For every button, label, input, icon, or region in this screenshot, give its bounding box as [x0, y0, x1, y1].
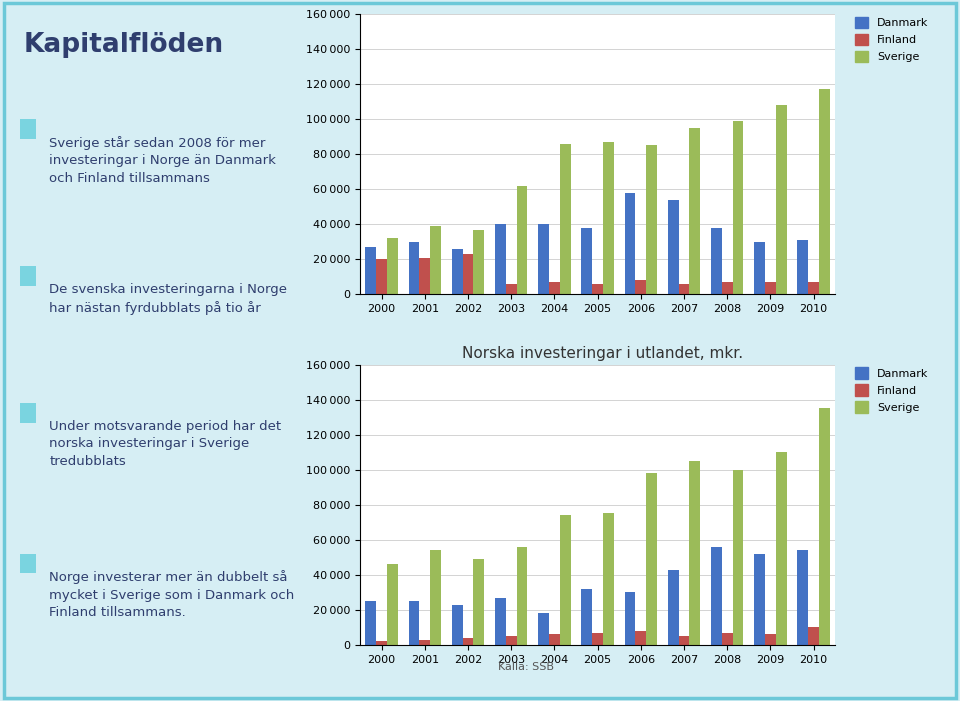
- Bar: [732, 121, 743, 294]
- Bar: [409, 601, 420, 645]
- Bar: [679, 284, 689, 294]
- Bar: [376, 259, 387, 294]
- Bar: [722, 282, 732, 294]
- Bar: [20, 266, 36, 286]
- Bar: [366, 601, 376, 645]
- Bar: [430, 550, 441, 645]
- Bar: [387, 238, 397, 294]
- Bar: [20, 403, 36, 423]
- Bar: [819, 89, 829, 294]
- Bar: [549, 634, 560, 645]
- Legend: Danmark, Finland, Sverige: Danmark, Finland, Sverige: [855, 367, 928, 413]
- Legend: Danmark, Finland, Sverige: Danmark, Finland, Sverige: [855, 17, 928, 62]
- Bar: [495, 597, 506, 645]
- Bar: [732, 470, 743, 645]
- Bar: [776, 105, 786, 294]
- Bar: [473, 230, 484, 294]
- Bar: [592, 632, 603, 645]
- Bar: [506, 284, 516, 294]
- Bar: [668, 200, 679, 294]
- Bar: [765, 282, 776, 294]
- Bar: [646, 473, 657, 645]
- Bar: [516, 186, 527, 294]
- Bar: [420, 639, 430, 645]
- Bar: [473, 559, 484, 645]
- Text: Norska investeringar i utlandet, mkr.: Norska investeringar i utlandet, mkr.: [462, 346, 743, 361]
- Bar: [808, 282, 819, 294]
- Bar: [430, 226, 441, 294]
- Bar: [463, 638, 473, 645]
- Bar: [668, 569, 679, 645]
- Bar: [560, 515, 570, 645]
- Text: Sverige står sedan 2008 för mer
investeringar i Norge än Danmark
och Finland til: Sverige står sedan 2008 för mer invester…: [49, 136, 276, 184]
- Bar: [387, 564, 397, 645]
- Bar: [409, 242, 420, 294]
- Bar: [625, 193, 636, 294]
- Bar: [20, 554, 36, 573]
- Bar: [366, 247, 376, 294]
- Bar: [506, 637, 516, 645]
- Bar: [495, 224, 506, 294]
- Bar: [776, 452, 786, 645]
- Bar: [755, 242, 765, 294]
- Bar: [755, 554, 765, 645]
- Bar: [689, 461, 700, 645]
- Bar: [603, 142, 613, 294]
- Bar: [798, 550, 808, 645]
- Bar: [603, 513, 613, 645]
- Text: Norge investerar mer än dubbelt så
mycket i Sverige som i Danmark och
Finland ti: Norge investerar mer än dubbelt så mycke…: [49, 571, 295, 619]
- Bar: [582, 228, 592, 294]
- Text: Källa: SSB: Källa: SSB: [498, 662, 554, 672]
- Bar: [539, 224, 549, 294]
- Text: Under motsvarande period har det
norska investeringar i Sverige
tredubblats: Under motsvarande period har det norska …: [49, 420, 281, 468]
- Bar: [636, 631, 646, 645]
- Bar: [20, 119, 36, 139]
- Text: De svenska investeringarna i Norge
har nästan fyrdubblats på tio år: De svenska investeringarna i Norge har n…: [49, 283, 287, 315]
- Bar: [798, 240, 808, 294]
- Bar: [516, 547, 527, 645]
- Bar: [636, 280, 646, 294]
- Bar: [808, 627, 819, 645]
- Bar: [646, 145, 657, 294]
- Bar: [420, 257, 430, 294]
- Bar: [452, 249, 463, 294]
- Bar: [679, 637, 689, 645]
- Bar: [819, 408, 829, 645]
- Bar: [549, 282, 560, 294]
- Bar: [582, 589, 592, 645]
- Bar: [711, 228, 722, 294]
- Bar: [560, 144, 570, 294]
- Bar: [625, 592, 636, 645]
- Bar: [463, 254, 473, 294]
- Bar: [452, 604, 463, 645]
- Bar: [722, 632, 732, 645]
- Bar: [711, 547, 722, 645]
- Bar: [689, 128, 700, 294]
- Bar: [592, 284, 603, 294]
- Bar: [539, 613, 549, 645]
- Text: Kapitalflöden: Kapitalflöden: [24, 32, 224, 57]
- Bar: [376, 641, 387, 645]
- Bar: [765, 634, 776, 645]
